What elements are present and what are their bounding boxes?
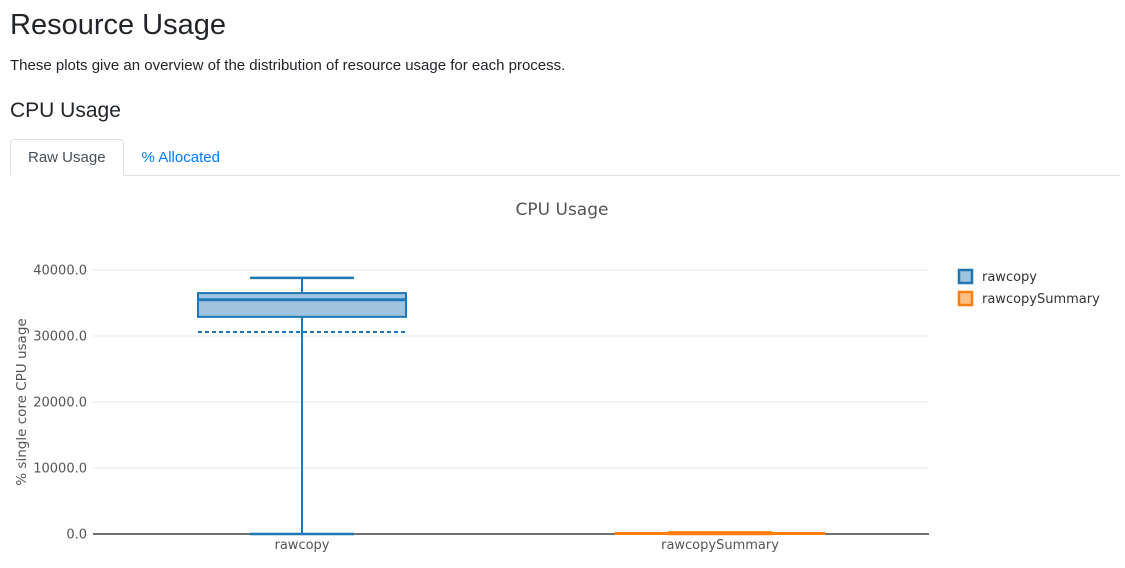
x-category-label: rawcopySummary bbox=[661, 538, 779, 553]
legend-swatch-rawcopySummary bbox=[957, 290, 974, 307]
legend-label: rawcopySummary bbox=[982, 292, 1100, 307]
tab-raw-usage[interactable]: Raw Usage bbox=[10, 139, 124, 177]
y-axis-title: % single core CPU usage bbox=[14, 318, 30, 485]
legend-label: rawcopy bbox=[982, 270, 1037, 285]
tab-percent-allocated[interactable]: % Allocated bbox=[141, 149, 220, 167]
y-tick-label: 0.0 bbox=[66, 528, 87, 543]
iqr-box bbox=[615, 532, 825, 536]
box-rawcopySummary bbox=[615, 531, 825, 536]
legend-item-rawcopy[interactable]: rawcopy bbox=[957, 268, 1037, 285]
legend-item-rawcopySummary[interactable]: rawcopySummary bbox=[957, 290, 1100, 307]
legend-swatch-rawcopy bbox=[957, 268, 974, 285]
legend: rawcopy rawcopySummary bbox=[957, 268, 1100, 307]
iqr-box bbox=[197, 292, 407, 318]
page-title: Resource Usage bbox=[10, 9, 226, 41]
y-tick-label: 30000.0 bbox=[33, 330, 87, 345]
page-subtitle: These plots give an overview of the dist… bbox=[10, 56, 566, 74]
chart-title: CPU Usage bbox=[516, 200, 609, 220]
box-rawcopy bbox=[197, 276, 407, 536]
x-category-label: rawcopy bbox=[275, 538, 330, 553]
section-heading-cpu-usage: CPU Usage bbox=[10, 99, 121, 123]
y-tick-label: 20000.0 bbox=[33, 396, 87, 411]
y-tick-label: 10000.0 bbox=[33, 462, 87, 477]
resource-usage-page: Resource Usage These plots give an overv… bbox=[0, 0, 1125, 177]
usage-tab-bar: Raw Usage % Allocated bbox=[10, 139, 1120, 177]
y-tick-label: 40000.0 bbox=[33, 264, 87, 279]
